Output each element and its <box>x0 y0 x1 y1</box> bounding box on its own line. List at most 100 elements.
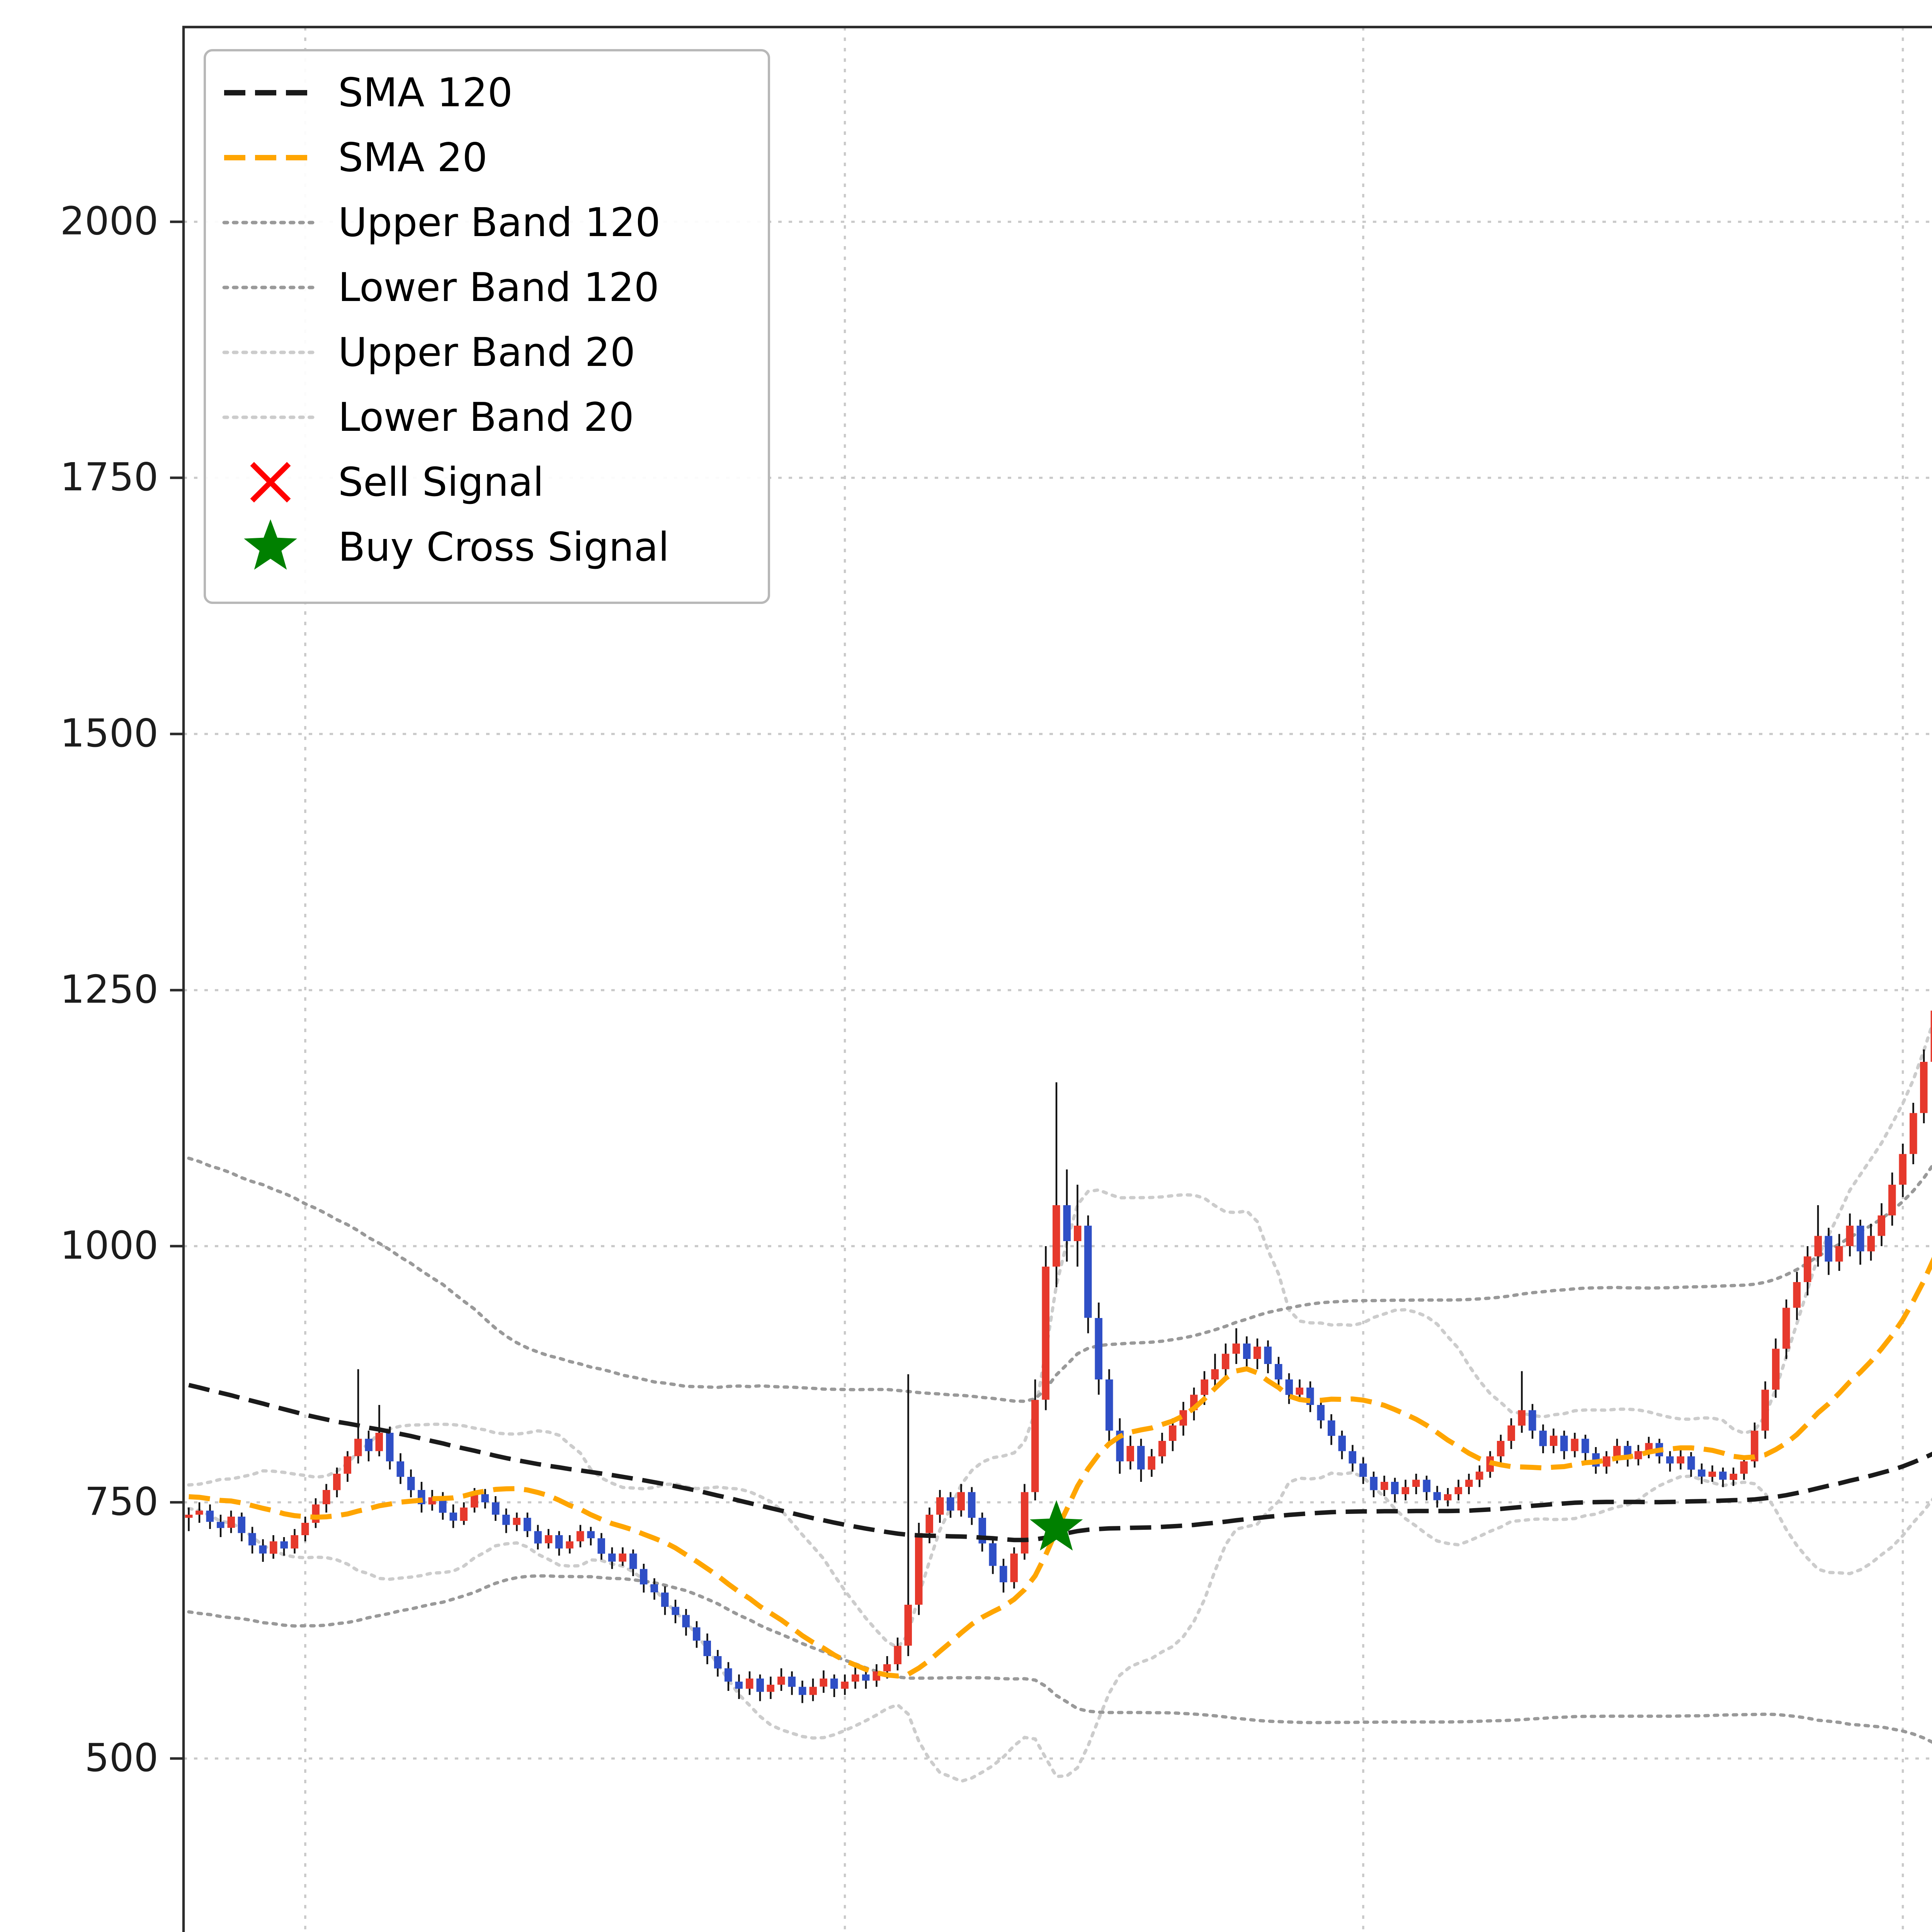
candle-body-down <box>555 1535 563 1549</box>
candle-body-down <box>640 1569 648 1585</box>
candle-body-up <box>1454 1487 1463 1495</box>
candle-body-up <box>619 1553 626 1562</box>
candle-body-down <box>947 1497 954 1511</box>
candle-body-down <box>650 1584 658 1593</box>
candle-body-down <box>1825 1236 1832 1262</box>
candle-body-up <box>1613 1446 1621 1456</box>
y-tick-label: 1500 <box>60 711 159 756</box>
candles <box>185 1010 1932 1703</box>
candle-body-down <box>439 1497 447 1513</box>
candle-body-up <box>746 1679 753 1689</box>
lower-band-120-line <box>187 1574 1932 1744</box>
candle-body-down <box>407 1477 415 1490</box>
candle-body-up <box>936 1497 944 1515</box>
candle-body-up <box>1814 1236 1822 1257</box>
sma-120-line <box>188 1383 1932 1543</box>
candle-body-up <box>777 1677 785 1685</box>
candle-body-down <box>1243 1344 1251 1359</box>
candle-body-up <box>291 1535 298 1549</box>
candle-body-up <box>1867 1236 1875 1252</box>
candle-body-down <box>1529 1410 1536 1431</box>
candle-body-up <box>1412 1480 1420 1487</box>
legend-item: Lower Band 20 <box>222 395 634 440</box>
candle-body-down <box>724 1668 732 1682</box>
candle-body-down <box>1391 1482 1399 1495</box>
candle-body-up <box>1148 1456 1155 1470</box>
candle-body-down <box>862 1674 870 1681</box>
bollinger-bands <box>187 1020 1932 1783</box>
candle-body-down <box>481 1494 489 1503</box>
legend-star-marker-sample <box>244 519 297 570</box>
candle-body-up <box>1846 1226 1854 1247</box>
candle-body-up <box>1804 1256 1811 1282</box>
candle-body-up <box>1930 1010 1932 1062</box>
candle-body-down <box>1105 1379 1113 1431</box>
candle-body-up <box>904 1605 912 1646</box>
candle-body-up <box>1444 1494 1452 1501</box>
y-tick-label: 1750 <box>60 454 159 500</box>
candle-body-down <box>502 1515 510 1525</box>
candle-body-up <box>1179 1410 1187 1426</box>
candle-body-up <box>1910 1113 1917 1154</box>
candle-body-down <box>248 1533 256 1546</box>
candle-body-up <box>915 1533 923 1605</box>
legend-item: Upper Band 20 <box>222 330 635 376</box>
candle-body-down <box>280 1541 288 1549</box>
candle-body-up <box>227 1517 235 1528</box>
candle-body-up <box>1751 1430 1759 1462</box>
candle-body-down <box>1666 1456 1674 1464</box>
legend-item: Lower Band 120 <box>222 265 659 311</box>
legend-item-label: Buy Cross Signal <box>338 524 669 570</box>
candle-body-down <box>1285 1379 1293 1395</box>
candle-body-down <box>1349 1451 1356 1464</box>
candle-body-down <box>587 1531 595 1539</box>
candle-body-up <box>323 1490 330 1505</box>
candle-body-up <box>1772 1349 1780 1390</box>
candle-body-down <box>1719 1471 1727 1480</box>
candle-body-down <box>968 1492 976 1518</box>
candle-body-up <box>471 1494 478 1508</box>
candle-body-down <box>1000 1566 1007 1583</box>
candle-body-down <box>672 1607 679 1615</box>
candle-body-down <box>1359 1463 1367 1477</box>
legend-item-label: Upper Band 20 <box>338 330 635 376</box>
candle-body-down <box>714 1656 722 1669</box>
candle-body-down <box>1423 1480 1430 1492</box>
candle-body-up <box>195 1510 203 1515</box>
candle-body-up <box>1603 1456 1611 1467</box>
candle-body-up <box>1042 1267 1049 1400</box>
candle-body-up <box>767 1685 774 1692</box>
candle-body-down <box>1095 1318 1103 1380</box>
y-tick-label: 500 <box>85 1735 158 1781</box>
candle-body-up <box>841 1682 849 1689</box>
candle-body-up <box>270 1541 277 1554</box>
candle-body-up <box>1126 1446 1134 1462</box>
candle-body-down <box>534 1531 542 1544</box>
y-tick-label: 750 <box>85 1479 158 1524</box>
axes: 500750100012501500175020002024-092024-11… <box>60 26 1932 1932</box>
candle-body-up <box>344 1456 351 1474</box>
candle-body-up <box>1296 1388 1304 1395</box>
candle-body-up <box>513 1518 520 1525</box>
candle-body-up <box>1253 1347 1261 1359</box>
candle-body-down <box>608 1553 616 1562</box>
candle-body-down <box>597 1538 605 1554</box>
candle-body-up <box>1222 1354 1230 1369</box>
candle-body-down <box>703 1641 711 1656</box>
candle-body-up <box>1645 1443 1653 1451</box>
candle-body-up <box>1740 1461 1748 1474</box>
candle-body-down <box>629 1553 637 1569</box>
candle-body-up <box>1782 1308 1790 1349</box>
legend-item-label: SMA 120 <box>338 70 513 116</box>
sma-lines <box>188 1257 1932 1679</box>
candle-body-up <box>1708 1471 1716 1477</box>
signal-markers <box>1030 1500 1083 1551</box>
candle-body-up <box>301 1523 309 1536</box>
candle-body-up <box>1031 1400 1039 1492</box>
legend-item-label: Sell Signal <box>338 459 544 505</box>
candle-body-down <box>524 1518 531 1531</box>
candle-body-down <box>449 1512 457 1521</box>
candle-body-up <box>545 1535 553 1543</box>
candle-body-up <box>1211 1369 1219 1380</box>
